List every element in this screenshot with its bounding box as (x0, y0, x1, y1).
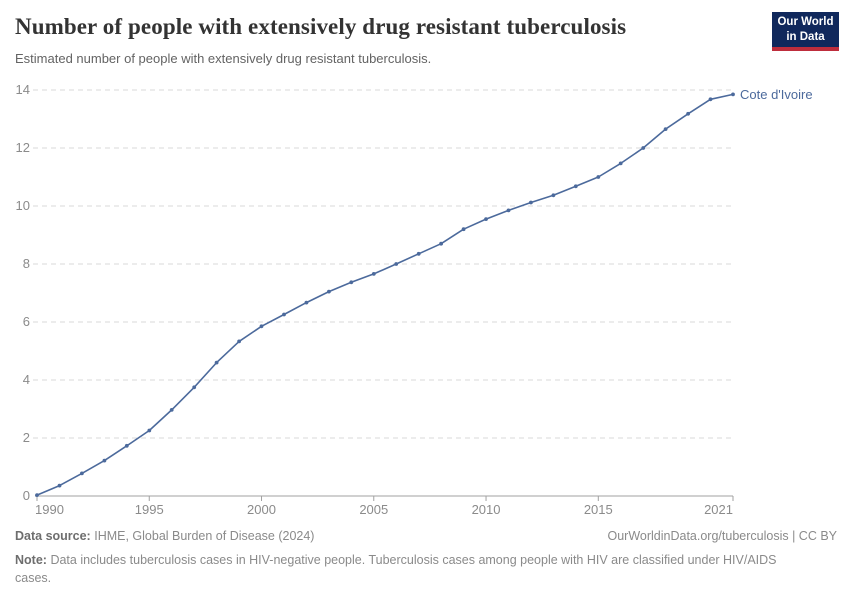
y-tick-label: 10 (16, 198, 30, 213)
data-point[interactable] (259, 324, 264, 329)
data-point[interactable] (192, 385, 197, 390)
data-point[interactable] (484, 217, 488, 222)
chart-subtitle: Estimated number of people with extensiv… (15, 51, 432, 66)
entity-label[interactable]: Cote d'Ivoire (740, 87, 813, 102)
data-point[interactable] (327, 289, 331, 294)
data-point[interactable] (731, 92, 735, 97)
license-link[interactable]: OurWorldinData.org/tuberculosis | CC BY (607, 529, 838, 543)
footnote-text: Data includes tuberculosis cases in HIV-… (15, 553, 777, 586)
data-point[interactable] (596, 175, 601, 179)
data-point[interactable] (214, 360, 219, 365)
owid-logo: Our World in Data (772, 12, 839, 51)
line-chart: 0 2 4 6 8 10 12 14 1990 1995 2000 2005 2010 2015 2021 C… (16, 82, 813, 517)
x-tick-label: 2021 (704, 502, 733, 517)
y-tick-label: 4 (23, 372, 30, 387)
footer-row: Data source: IHME, Global Burden of Dise… (15, 529, 837, 543)
data-point[interactable] (394, 262, 399, 266)
data-point[interactable] (147, 428, 152, 433)
y-tick-label: 0 (23, 488, 30, 503)
data-point[interactable] (102, 458, 107, 463)
owid-logo-line2: in Data (786, 30, 825, 43)
x-tick-label: 2000 (247, 502, 276, 517)
data-point[interactable] (57, 483, 62, 488)
data-line[interactable] (36, 93, 734, 496)
x-tick-label: 2010 (472, 502, 501, 517)
data-point[interactable] (663, 127, 668, 131)
data-point[interactable] (169, 408, 174, 412)
footnote-label: Note: (15, 553, 47, 567)
data-point[interactable] (416, 251, 421, 256)
chart-title: Number of people with extensively drug r… (15, 14, 627, 39)
data-point[interactable] (282, 312, 286, 317)
data-point[interactable] (461, 227, 466, 232)
data-point[interactable] (304, 300, 309, 305)
data-point[interactable] (237, 339, 242, 344)
x-tick-label: 2005 (359, 502, 388, 517)
data-point[interactable] (573, 184, 578, 189)
data-point[interactable] (641, 146, 646, 150)
data-point[interactable] (506, 208, 511, 213)
data-point[interactable] (551, 193, 556, 198)
data-source-label: Data source: (15, 529, 91, 543)
y-tick-label: 2 (23, 430, 30, 445)
data-source: Data source: IHME, Global Burden of Dise… (15, 529, 314, 543)
data-source-text: IHME, Global Burden of Disease (2024) (94, 529, 315, 543)
data-point[interactable] (439, 241, 443, 246)
x-tick-label: 1995 (135, 502, 164, 517)
y-tick-label: 8 (23, 256, 30, 271)
owid-logo-line1: Our World (777, 16, 834, 29)
data-point[interactable] (529, 200, 533, 205)
data-point[interactable] (80, 471, 84, 476)
y-tick-label: 6 (23, 314, 30, 329)
data-point[interactable] (618, 161, 623, 166)
y-tick-label: 14 (16, 82, 30, 97)
data-point[interactable] (35, 493, 39, 497)
x-tick-label: 1990 (35, 502, 64, 517)
data-point[interactable] (686, 111, 690, 116)
data-point[interactable] (124, 443, 129, 448)
footnote: Note: Data includes tuberculosis cases i… (15, 551, 790, 587)
y-tick-label: 12 (16, 140, 30, 155)
x-tick-label: 2015 (584, 502, 613, 517)
data-point[interactable] (349, 280, 354, 285)
data-point[interactable] (708, 97, 713, 102)
data-point[interactable] (371, 272, 376, 276)
